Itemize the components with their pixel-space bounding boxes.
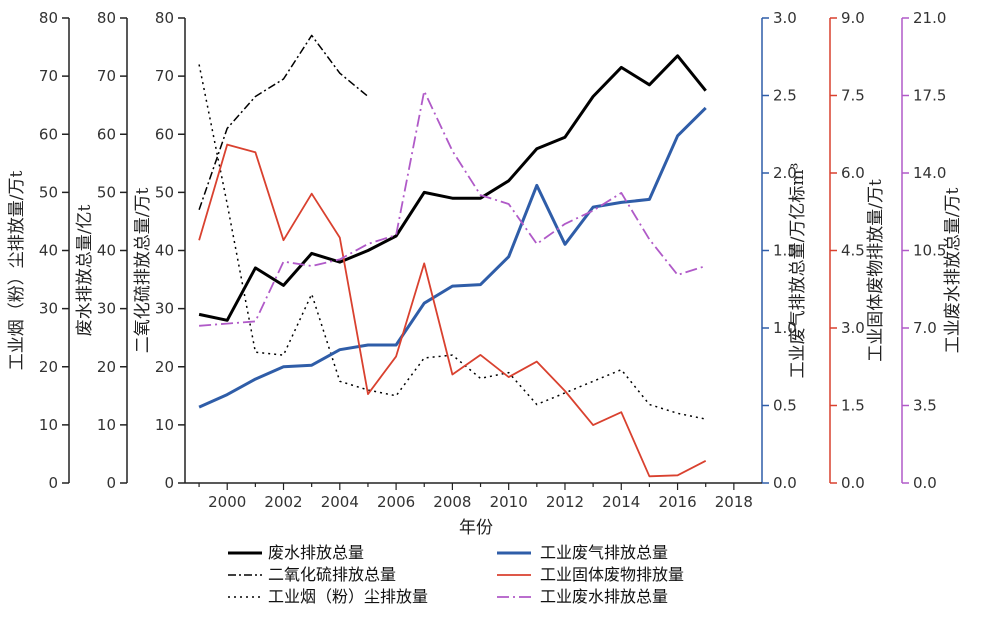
axis-title-indwater: 工业废水排放总量/万t xyxy=(943,188,963,354)
tick-label: 1.5 xyxy=(841,397,865,415)
tick-label: 40 xyxy=(155,242,174,260)
legend-label: 工业固体废物排放量 xyxy=(540,565,684,584)
tick-label: 20 xyxy=(97,358,116,376)
axis-title-wastewater: 废水排放总量/亿t xyxy=(75,205,95,337)
series-layer xyxy=(198,34,707,478)
tick-label: 1.5 xyxy=(773,242,797,260)
tick-label: 10 xyxy=(155,416,174,434)
x-axis: 2000 2002 2004 2006 2008 2010 2012 2014 2016 2018 xyxy=(185,482,762,511)
tick-label: 6.0 xyxy=(841,164,865,182)
legend-item: 工业固体废物排放量 xyxy=(497,565,684,584)
axes-layer: 0 10 20 30 40 50 60 70 80 工业烟（粉）尘排放量/万t 0 10 20 30 40 5… xyxy=(7,9,963,511)
legend-label: 工业烟（粉）尘排放量 xyxy=(268,587,428,606)
tick-label: 7.5 xyxy=(841,87,865,105)
tick-label: 3.0 xyxy=(773,9,797,27)
x-tick-label: 2002 xyxy=(264,493,302,511)
tick-label: 4.5 xyxy=(841,242,865,260)
tick-label: 70 xyxy=(39,67,58,85)
tick-label: 60 xyxy=(97,125,116,143)
axis-title-gas: 工业废气排放总量/万亿标m³ xyxy=(788,163,808,379)
x-tick-label: 2006 xyxy=(377,493,415,511)
tick-label: 21.0 xyxy=(913,9,946,27)
y-axis-solid: 0.0 1.5 3.0 4.5 6.0 7.5 9.0 工业固体废物排放量/万t xyxy=(829,9,886,492)
tick-label: 30 xyxy=(97,300,116,318)
legend-item: 工业烟（粉）尘排放量 xyxy=(228,587,428,606)
tick-label: 80 xyxy=(155,9,174,27)
tick-label: 2.5 xyxy=(773,87,797,105)
tick-label: 10.5 xyxy=(913,242,946,260)
tick-label: 70 xyxy=(155,67,174,85)
x-tick-label: 2012 xyxy=(546,493,584,511)
y-axis-indwater: 0.0 3.5 7.0 10.5 14.0 17.5 21.0 工业废水排放总量/万t xyxy=(901,9,963,492)
tick-label: 20 xyxy=(39,358,58,376)
tick-label: 10 xyxy=(39,416,58,434)
x-tick-label: 2010 xyxy=(490,493,528,511)
x-tick-label: 2008 xyxy=(433,493,471,511)
y-axis-so2: 0 10 20 30 40 50 60 70 80 二氧化硫排放总量/万t xyxy=(133,9,186,492)
legend-label: 二氧化硫排放总量 xyxy=(268,565,396,584)
y-axis-dust: 0 10 20 30 40 50 60 70 80 工业烟（粉）尘排放量/万t xyxy=(7,9,70,492)
tick-label: 10 xyxy=(97,416,116,434)
x-tick-label: 2018 xyxy=(715,493,753,511)
tick-label: 50 xyxy=(39,183,58,201)
x-tick-label: 2016 xyxy=(658,493,696,511)
series-line-4 xyxy=(198,143,707,478)
tick-label: 14.0 xyxy=(913,164,946,182)
legend-item: 二氧化硫排放总量 xyxy=(228,565,396,584)
legend-item: 废水排放总量 xyxy=(228,543,364,562)
x-axis-label: 年份 xyxy=(459,518,493,538)
x-tick-label: 2000 xyxy=(208,493,246,511)
tick-label: 2.0 xyxy=(773,164,797,182)
series-line-5 xyxy=(199,90,706,327)
legend-item: 工业废水排放总量 xyxy=(497,587,668,606)
tick-label: 0.0 xyxy=(913,474,937,492)
series-line-2 xyxy=(198,64,706,420)
tick-label: 3.5 xyxy=(913,397,937,415)
x-tick-label: 2014 xyxy=(602,493,640,511)
axis-title-so2: 二氧化硫排放总量/万t xyxy=(133,188,153,354)
tick-label: 0.0 xyxy=(773,474,797,492)
axis-title-solid: 工业固体废物排放量/万t xyxy=(866,179,886,362)
tick-label: 7.0 xyxy=(913,319,937,337)
tick-label: 1.0 xyxy=(773,319,797,337)
tick-label: 30 xyxy=(155,300,174,318)
tick-label: 60 xyxy=(155,125,174,143)
tick-label: 40 xyxy=(39,242,58,260)
y-axis-gas: 0.0 0.5 1.0 1.5 2.0 2.5 3.0 工业废气排放总量/万亿标m³ xyxy=(761,9,808,492)
y-axis-wastewater: 0 10 20 30 40 50 60 70 80 废水排放总量/亿t xyxy=(75,9,128,492)
legend-label: 废水排放总量 xyxy=(268,543,364,562)
tick-label: 40 xyxy=(97,242,116,260)
series-line-1 xyxy=(198,34,369,211)
legend-label: 工业废气排放总量 xyxy=(540,543,668,562)
series-line-0 xyxy=(198,54,707,322)
series-line-3 xyxy=(198,106,707,409)
tick-label: 0 xyxy=(48,474,58,492)
tick-label: 60 xyxy=(39,125,58,143)
tick-label: 70 xyxy=(97,67,116,85)
tick-label: 17.5 xyxy=(913,87,946,105)
tick-label: 80 xyxy=(39,9,58,27)
x-tick-label: 2004 xyxy=(321,493,359,511)
tick-label: 50 xyxy=(155,183,174,201)
tick-label: 9.0 xyxy=(841,9,865,27)
tick-label: 0 xyxy=(106,474,116,492)
tick-label: 0 xyxy=(164,474,174,492)
tick-label: 30 xyxy=(39,300,58,318)
legend-item: 工业废气排放总量 xyxy=(497,543,668,562)
tick-label: 20 xyxy=(155,358,174,376)
axis-title-dust: 工业烟（粉）尘排放量/万t xyxy=(7,171,27,371)
legend-label: 工业废水排放总量 xyxy=(540,587,668,606)
tick-label: 50 xyxy=(97,183,116,201)
tick-label: 3.0 xyxy=(841,319,865,337)
tick-label: 80 xyxy=(97,9,116,27)
tick-label: 0.0 xyxy=(841,474,865,492)
tick-label: 0.5 xyxy=(773,397,797,415)
